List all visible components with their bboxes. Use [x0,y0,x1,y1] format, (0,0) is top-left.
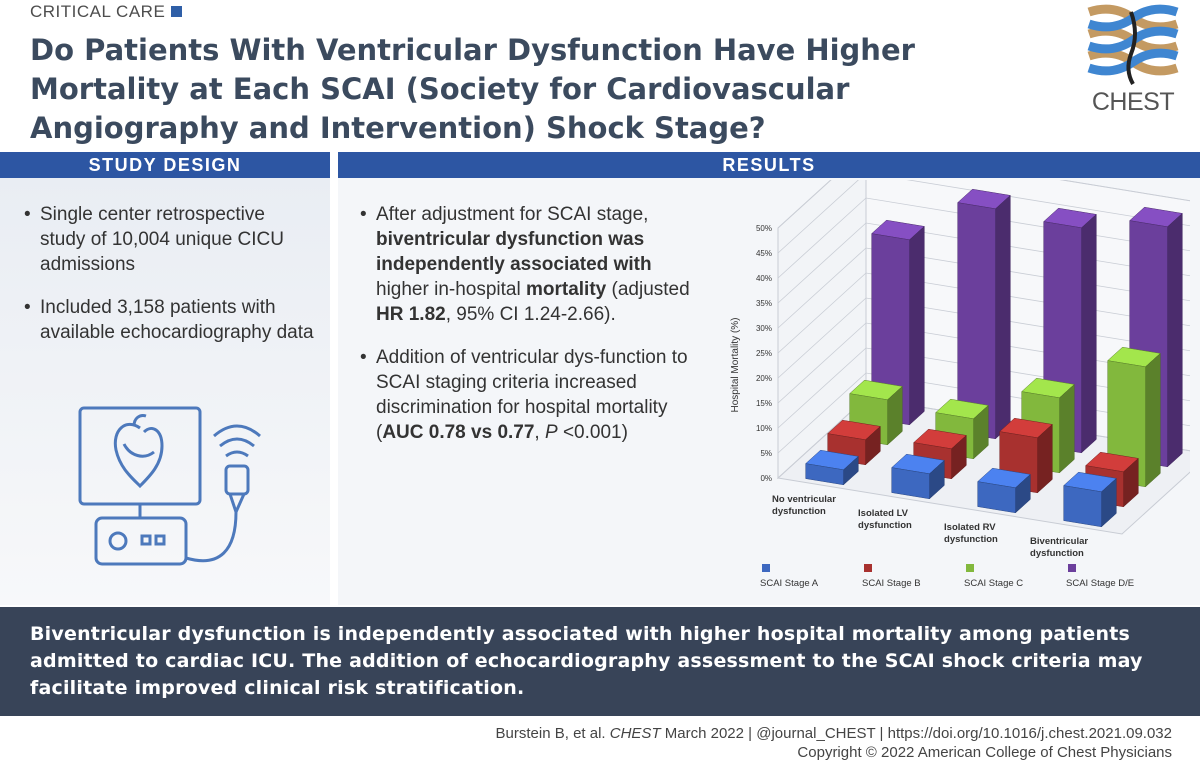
bar-side [1081,213,1097,454]
y-tick-label: 35% [756,299,772,308]
legend-swatch [1068,564,1076,572]
mortality-bar-chart: 0% 5% 10% 15% 20% 25% 30% 35% 40% 45% 50% Hospital … [730,180,1190,589]
gridline [777,180,1190,229]
echocardiography-device-icon [78,406,261,566]
y-tick-label: 25% [756,349,772,358]
legend-swatch [762,564,770,572]
category-label: dysfunction [858,520,912,531]
category-label: No ventricular [772,494,836,505]
bar-side [1167,212,1183,468]
bar [977,481,1016,514]
legend-label: SCAI Stage D/E [1066,578,1134,589]
copyright: Copyright © 2022 American College of Che… [797,744,1172,761]
chest-logo-icon [1087,4,1179,85]
list-item: After adjustment for SCAI stage, biventr… [360,202,700,327]
legend-label: SCAI Stage C [964,578,1023,589]
footer: Burstein B, et al. CHEST March 2022 | @j… [496,724,1172,762]
list-item: Addition of ventricular dys-function to … [360,345,700,445]
bar [805,463,844,486]
list-item: Single center retrospective study of 10,… [24,202,314,277]
y-tick-label: 15% [756,399,772,408]
category-label: dysfunction [944,534,998,545]
bar-side [1059,383,1075,474]
gridline [777,180,1190,254]
chest-logo: CHEST [1085,4,1181,120]
category-label: Isolated RV [944,522,996,533]
study-design-heading: STUDY DESIGN [0,152,330,178]
y-tick-label: 50% [756,224,772,233]
logo-text: CHEST [1091,88,1175,116]
study-design-list: Single center retrospective study of 10,… [24,202,314,363]
page-title: Do Patients With Ventricular Dysfunction… [30,33,915,145]
bar [1063,485,1102,528]
category-label: dysfunction [772,506,826,517]
y-tick-label: 5% [760,449,772,458]
results-heading: RESULTS [338,152,1200,178]
category-label: dysfunction [1030,548,1084,559]
y-tick-label: 20% [756,374,772,383]
section-kicker: CRITICAL CARE [30,2,183,22]
category-label: Isolated LV [858,508,909,519]
summary-banner: Biventricular dysfunction is independent… [0,607,1200,716]
y-tick-label: 10% [756,424,772,433]
bar-side [909,225,925,426]
column-divider [330,152,338,607]
category-label: Biventricular [1030,536,1088,547]
legend-label: SCAI Stage B [862,578,921,589]
citation: Burstein B, et al. CHEST March 2022 | @j… [495,725,1172,742]
y-tick-label: 45% [756,249,772,258]
legend-swatch [864,564,872,572]
results-list: After adjustment for SCAI stage, biventr… [360,202,700,463]
y-tick-label: 0% [760,474,772,483]
legend-swatch [966,564,974,572]
kicker-square-icon [171,6,183,17]
y-axis-label: Hospital Mortality (%) [730,317,741,412]
y-tick-label: 30% [756,324,772,333]
list-item: Included 3,158 patients with available e… [24,295,314,345]
legend-label: SCAI Stage A [760,578,819,589]
bar-side [995,194,1011,440]
y-tick-label: 40% [756,274,772,283]
bar-side [1145,352,1161,488]
bar [891,467,930,500]
